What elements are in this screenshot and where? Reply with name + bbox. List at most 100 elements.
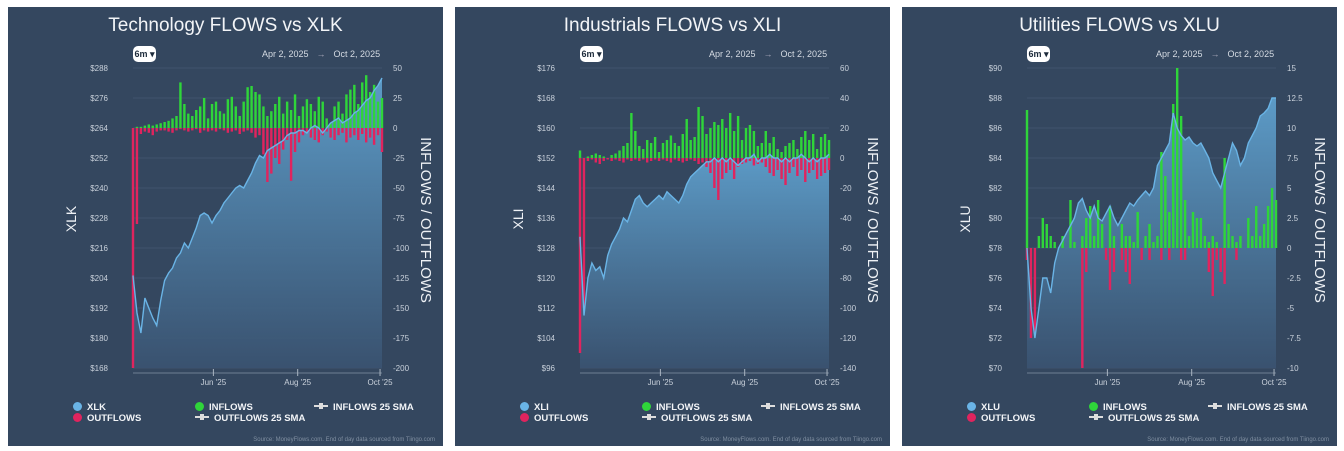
y-tick-label: $252 <box>90 154 108 163</box>
x-tick-label: Jun '25 <box>1095 378 1121 387</box>
y2-tick-label: -25 <box>393 154 405 163</box>
sma-line-icon <box>642 414 656 420</box>
range-dropdown-button[interactable]: 6m ▾ <box>1027 46 1050 62</box>
date-range[interactable]: Apr 2, 2025 → Oct 2, 2025 <box>1156 49 1274 59</box>
y-tick-label: $128 <box>537 244 555 253</box>
y2-tick-label: 25 <box>393 94 402 103</box>
y2-tick-label: -100 <box>840 304 857 313</box>
outflow-bar <box>1104 248 1108 260</box>
outflow-bar <box>815 158 819 179</box>
legend-outflows[interactable]: OUTFLOWS <box>520 413 588 424</box>
legend-inflows[interactable]: INFLOWS <box>195 402 253 413</box>
inflow-bar <box>301 106 305 128</box>
legend-price-label: XLK <box>87 402 106 413</box>
legend-outflows-label: OUTFLOWS <box>534 413 589 424</box>
legend-price[interactable]: XLK <box>73 402 106 413</box>
outflow-bar <box>582 158 586 308</box>
legend-outflows-sma[interactable]: OUTFLOWS 25 SMA <box>195 413 305 424</box>
y2-tick-label: -20 <box>840 184 852 193</box>
inflow-bar <box>811 134 815 158</box>
outflow-bar <box>317 128 320 143</box>
outflow-bar <box>685 158 688 161</box>
date-to[interactable]: Oct 2, 2025 <box>780 49 828 59</box>
outflow-bar <box>681 158 684 163</box>
y-tick-label: $70 <box>989 364 1003 373</box>
outflow-bar <box>313 128 317 140</box>
price-dot-icon <box>967 402 976 411</box>
inflow-bar <box>1183 200 1187 248</box>
outflow-bar <box>222 128 226 131</box>
outflow-bar <box>242 128 245 132</box>
range-dropdown-button[interactable]: 6m ▾ <box>580 46 603 62</box>
inflow-bar <box>1096 200 1100 248</box>
legend-inflows[interactable]: INFLOWS <box>1089 402 1147 413</box>
legend-outflows-sma[interactable]: OUTFLOWS 25 SMA <box>642 413 752 424</box>
inflow-bar <box>1207 242 1211 248</box>
y-tick-label: $76 <box>989 274 1003 283</box>
inflow-bar <box>1152 242 1155 248</box>
y2-tick-label: -75 <box>393 214 405 223</box>
date-from[interactable]: Apr 2, 2025 <box>709 49 756 59</box>
date-separator: → <box>763 49 773 59</box>
inflow-bar <box>1049 236 1052 248</box>
inflow-bar <box>594 153 598 158</box>
y-tick-label: $216 <box>90 244 108 253</box>
date-separator: → <box>1210 49 1220 59</box>
outflow-bar <box>693 158 696 161</box>
chart-title: Technology FLOWS vs XLK <box>108 15 343 36</box>
y2-tick-label: -60 <box>840 244 852 253</box>
y-axis-title: XLI <box>510 208 526 229</box>
inflow-bar <box>642 149 645 158</box>
inflow-bar <box>1136 212 1139 248</box>
outflow-bar <box>602 158 605 161</box>
date-from[interactable]: Apr 2, 2025 <box>1156 49 1203 59</box>
inflow-bar <box>760 143 764 158</box>
inflow-bar <box>187 113 190 128</box>
date-to[interactable]: Oct 2, 2025 <box>1227 49 1275 59</box>
y-tick-label: $240 <box>90 184 108 193</box>
outflow-bar <box>376 128 380 136</box>
legend-outflows[interactable]: OUTFLOWS <box>73 413 141 424</box>
legend-price[interactable]: XLU <box>967 402 1000 413</box>
outflow-bar <box>357 128 360 140</box>
outflow-bar <box>333 128 336 140</box>
price-line <box>1026 97 1276 339</box>
inflow-bar <box>693 137 696 158</box>
outflow-bar <box>788 158 791 173</box>
outflow-bar <box>736 158 740 167</box>
inflow-bar <box>1092 236 1096 248</box>
legend-inflows[interactable]: INFLOWS <box>642 402 700 413</box>
outflow-bar <box>270 128 273 174</box>
date-range[interactable]: Apr 2, 2025 → Oct 2, 2025 <box>262 49 380 59</box>
legend-inflows-sma[interactable]: INFLOWS 25 SMA <box>761 402 861 413</box>
legend-outflows-sma[interactable]: OUTFLOWS 25 SMA <box>1089 413 1199 424</box>
y2-tick-label: 40 <box>840 94 849 103</box>
inflow-bar <box>380 98 384 128</box>
inflow-bar <box>376 101 380 128</box>
y2-tick-label: 0 <box>393 124 398 133</box>
outflow-bar <box>780 158 783 179</box>
outflow-bar <box>811 158 815 170</box>
y2-tick-label: -40 <box>840 214 852 223</box>
legend-inflows-sma[interactable]: INFLOWS 25 SMA <box>314 402 414 413</box>
legend-inflows-sma[interactable]: INFLOWS 25 SMA <box>1208 402 1308 413</box>
outflow-bar <box>238 128 241 134</box>
y-tick-label: $176 <box>537 64 555 73</box>
legend-price[interactable]: XLI <box>520 402 549 413</box>
date-from[interactable]: Apr 2, 2025 <box>262 49 309 59</box>
legend-outflows[interactable]: OUTFLOWS <box>967 413 1035 424</box>
outflow-bar <box>732 158 736 179</box>
outflow-bar <box>301 128 305 136</box>
inflow-bar <box>685 119 688 158</box>
date-to[interactable]: Oct 2, 2025 <box>333 49 381 59</box>
outflow-bar <box>254 128 257 138</box>
date-range[interactable]: Apr 2, 2025 → Oct 2, 2025 <box>709 49 827 59</box>
outflow-bar <box>1085 248 1088 272</box>
inflow-bar <box>345 94 348 128</box>
inflow-bar <box>1195 218 1199 248</box>
outflow-bar <box>278 128 281 164</box>
inflow-bar <box>665 140 669 158</box>
range-dropdown-button[interactable]: 6m ▾ <box>133 46 156 62</box>
inflow-bar <box>289 110 293 128</box>
outflow-bar <box>721 158 724 179</box>
